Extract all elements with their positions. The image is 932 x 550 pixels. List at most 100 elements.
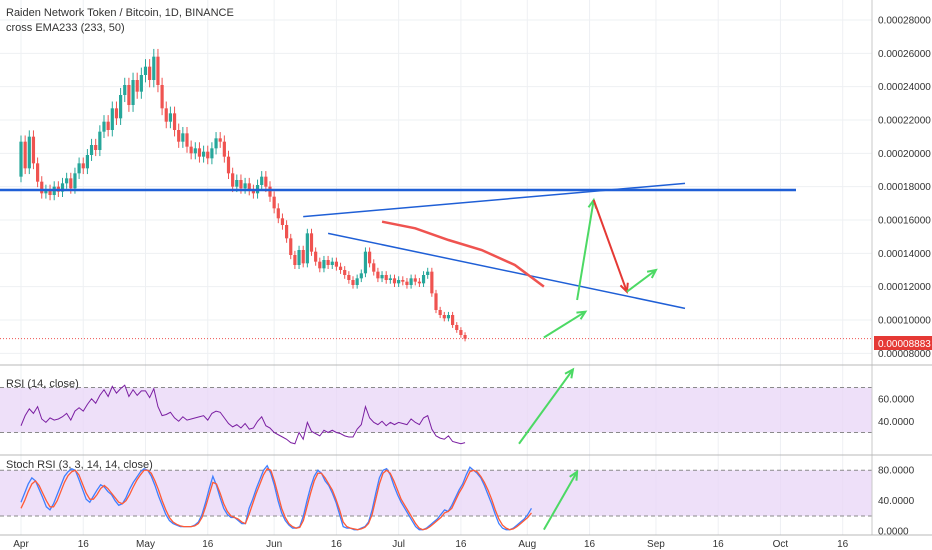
candle-body	[301, 250, 305, 264]
candle-body	[397, 280, 401, 284]
candle-body	[272, 196, 276, 209]
time-axis-labels: Apr 16 May 16 Jun 16 Jul 16 Aug 16 Sep 16 Oct 16	[13, 539, 848, 550]
candle-body	[280, 218, 285, 225]
candle-body	[36, 163, 40, 182]
candle-body	[181, 133, 185, 142]
candle-body	[293, 255, 297, 265]
price-tick-label: 0.00008000	[878, 349, 931, 360]
candle-body	[417, 281, 421, 284]
candle-body	[44, 190, 48, 194]
candle-body	[89, 145, 94, 155]
candle-body	[426, 271, 430, 275]
rsi-band	[0, 387, 872, 433]
candle-body	[430, 271, 434, 294]
candle-body	[322, 260, 326, 269]
candle-body	[413, 278, 417, 282]
candle-body	[314, 251, 318, 262]
arrow-head	[569, 469, 579, 481]
time-tick-label: Oct	[773, 539, 789, 550]
stoch-d-line	[20, 467, 532, 531]
arrow-shaft	[543, 310, 586, 339]
candle-body	[239, 180, 243, 189]
price-tick-label: 0.00010000	[878, 316, 931, 327]
rsi-tick-label: 60.0000	[878, 394, 915, 405]
candle-body	[451, 315, 455, 325]
candle-body	[81, 163, 85, 169]
candle-body	[214, 138, 218, 149]
candle-body	[139, 75, 143, 92]
candle-body	[247, 183, 251, 190]
candle-body	[156, 56, 160, 85]
candle-body	[318, 261, 322, 269]
candle-body	[31, 136, 36, 164]
candle-body	[376, 271, 380, 279]
price-tick-label: 0.00020000	[878, 149, 931, 160]
price-tick-label: 0.00014000	[878, 249, 931, 260]
time-tick-label: Apr	[13, 539, 29, 550]
candle-body	[185, 133, 189, 147]
candle-body	[65, 178, 69, 184]
candle-body	[135, 80, 139, 92]
last-price-tag	[874, 336, 932, 350]
time-tick-label: Aug	[518, 539, 536, 550]
candle-body	[305, 233, 309, 264]
candle-body	[77, 163, 81, 174]
candle-body	[372, 263, 376, 272]
candle-body	[94, 145, 98, 150]
candle-body	[388, 278, 392, 280]
candle-body	[160, 85, 164, 109]
candle-body	[463, 335, 467, 339]
candle-body	[27, 136, 31, 169]
candle-body	[446, 315, 451, 319]
time-tick-label: 16	[837, 539, 849, 550]
arrow-head	[576, 310, 588, 320]
candle-body	[218, 138, 222, 142]
arrow-shaft	[626, 269, 657, 293]
rsi-tick-label: 40.0000	[878, 417, 915, 428]
candle-body	[409, 278, 413, 285]
trend-line	[303, 182, 686, 218]
candle-body	[69, 178, 73, 189]
candle-body	[127, 85, 131, 105]
price-grid	[0, 19, 872, 354]
stoch-tick-label: 80.0000	[878, 466, 915, 477]
rsi-line	[20, 384, 466, 445]
arrow-shaft	[592, 199, 628, 293]
candle-body	[343, 270, 347, 275]
candle-body	[110, 108, 114, 130]
candle-body	[148, 66, 152, 80]
candle-body	[197, 148, 202, 157]
stoch-panel	[0, 464, 872, 531]
candle-body	[438, 310, 442, 315]
candle-body	[268, 186, 272, 197]
indicator-label: cross EMA233 (233, 50)	[6, 22, 125, 34]
candle-body	[172, 113, 177, 130]
candle-body	[48, 190, 52, 195]
price-tick-label: 0.00026000	[878, 49, 931, 60]
candle-body	[23, 141, 27, 169]
candle-body	[19, 141, 23, 177]
candle-body	[206, 151, 210, 159]
candle-body	[168, 113, 172, 122]
arrow-shaft	[576, 199, 595, 301]
candle-body	[326, 260, 330, 265]
time-tick-label: Jun	[266, 539, 282, 550]
candle-body	[459, 330, 463, 335]
arrow-shaft	[543, 471, 578, 531]
time-tick-label: Jul	[392, 539, 405, 550]
candle-body	[114, 108, 119, 119]
candle-body	[421, 275, 426, 284]
candle-body	[392, 278, 397, 284]
candle-body	[347, 275, 351, 280]
candle-body	[235, 180, 239, 187]
candle-body	[102, 121, 106, 132]
time-tick-label: 16	[202, 539, 214, 550]
candle-body	[285, 225, 289, 239]
price-tick-label: 0.00012000	[878, 282, 931, 293]
rsi-axis-labels: 60.0000 40.0000	[878, 394, 915, 428]
time-tick-label: 16	[78, 539, 90, 550]
stoch-axis-labels: 80.0000 40.0000 0.0000	[878, 466, 915, 538]
candle-body	[297, 250, 301, 265]
